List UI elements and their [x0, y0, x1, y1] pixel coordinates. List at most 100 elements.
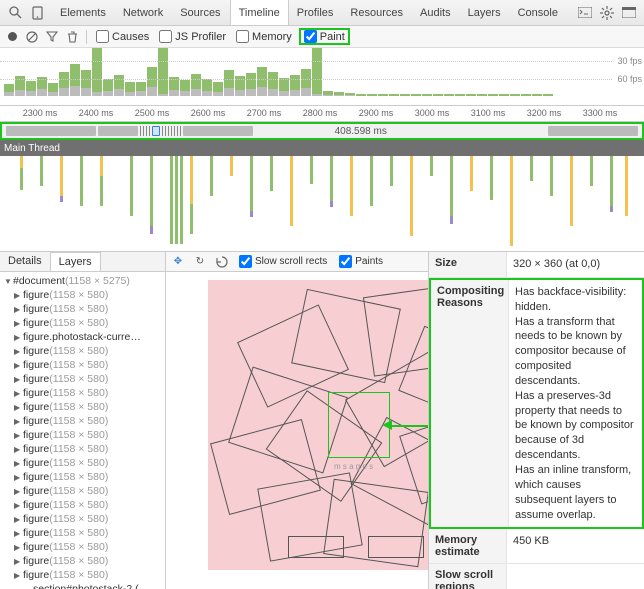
minimap-selection[interactable] [152, 126, 160, 136]
memory-checkbox[interactable]: Memory [233, 30, 295, 43]
overview-bar [191, 74, 201, 96]
minimap-region[interactable] [98, 126, 138, 136]
causes-checkbox[interactable]: Causes [93, 30, 152, 43]
overview-bar [279, 78, 289, 96]
flame-column [150, 156, 153, 234]
layer-rect-selected[interactable] [328, 392, 390, 458]
tree-row[interactable]: ▶ figure (1158 × 580) [0, 288, 165, 302]
flame-column [390, 156, 393, 186]
reset-icon[interactable] [214, 254, 230, 270]
overview-bar [367, 94, 377, 96]
settings-gear-icon[interactable] [598, 4, 616, 22]
flame-column [190, 156, 193, 234]
slow-scroll-checkbox[interactable]: Slow scroll rects [236, 255, 330, 268]
minimap-tick [165, 126, 166, 136]
minimap-region[interactable] [6, 126, 96, 136]
overview-bar [158, 48, 168, 96]
tree-row[interactable]: ▶ figure (1158 × 580) [0, 484, 165, 498]
tab-timeline[interactable]: Timeline [230, 0, 289, 25]
detail-tabs: DetailsLayers [0, 252, 165, 272]
tree-row[interactable]: ▶ figure (1158 × 580) [0, 456, 165, 470]
dock-icon[interactable] [620, 4, 638, 22]
flame-chart[interactable] [0, 156, 644, 252]
minimap-tick [180, 126, 181, 136]
layer-rect[interactable] [288, 536, 344, 558]
pan-icon[interactable]: ✥ [170, 254, 186, 270]
filter-icon[interactable] [44, 29, 60, 45]
info-key: Slow scroll regions [429, 564, 507, 589]
tree-row[interactable]: ▼ #document (1158 × 5275) [0, 274, 165, 288]
tree-row[interactable]: ▶ figure (1158 × 580) [0, 344, 165, 358]
tree-row[interactable]: ▶ figure (1158 × 580) [0, 512, 165, 526]
overview-bar [147, 67, 157, 96]
tab-elements[interactable]: Elements [52, 0, 115, 25]
overview-bar [543, 94, 553, 96]
flame-column [250, 156, 253, 217]
tree-row[interactable]: ▶ figure (1158 × 580) [0, 442, 165, 456]
overview-minimap[interactable]: 408.598 ms [0, 122, 644, 140]
overview-bar [48, 83, 58, 96]
tree-row[interactable]: ▶ figure (1158 × 580) [0, 372, 165, 386]
tree-row[interactable]: ▶ figure (1158 × 580) [0, 386, 165, 400]
tree-row[interactable]: ▶ figure (1158 × 580) [0, 540, 165, 554]
tab-resources[interactable]: Resources [342, 0, 412, 25]
tab-sources[interactable]: Sources [172, 0, 229, 25]
tree-row[interactable]: ▶ figure (1158 × 580) [0, 316, 165, 330]
tree-row[interactable]: ▶ figure (1158 × 580) [0, 568, 165, 582]
separator [86, 30, 87, 44]
tree-row[interactable]: ▶ figure (1158 × 580) [0, 358, 165, 372]
tree-row[interactable]: ▶ figure (1158 × 580) [0, 414, 165, 428]
fps-overview[interactable]: 30 fps 60 fps [0, 48, 644, 106]
info-row-memory: Memory estimate 450 KB [429, 529, 644, 564]
paint-checkbox[interactable]: Paint [299, 28, 350, 45]
detail-tab-layers[interactable]: Layers [51, 252, 101, 271]
console-toggle-icon[interactable] [576, 4, 594, 22]
rotate-icon[interactable]: ↻ [192, 254, 208, 270]
detail-tab-details[interactable]: Details [0, 252, 51, 271]
tree-row[interactable]: section#photostack-2 (… [0, 582, 165, 589]
tree-row[interactable]: ▶ figure (1158 × 580) [0, 428, 165, 442]
tree-row[interactable]: ▶ figure (1158 × 580) [0, 526, 165, 540]
tab-console[interactable]: Console [510, 0, 567, 25]
minimap-region[interactable] [548, 126, 638, 136]
overview-bar [477, 94, 487, 96]
flame-column [550, 156, 553, 196]
search-icon[interactable] [6, 4, 24, 22]
tree-row[interactable]: ▶ figure (1158 × 580) [0, 470, 165, 484]
ruler-tick: 3100 ms [471, 108, 506, 118]
layer-tree[interactable]: ▼ #document (1158 × 5275)▶ figure (1158 … [0, 272, 165, 589]
tree-row[interactable]: ▶ figure (1158 × 580) [0, 400, 165, 414]
info-row-slowscroll: Slow scroll regions [429, 564, 644, 589]
overview-bar [180, 80, 190, 96]
clear-icon[interactable] [24, 29, 40, 45]
record-icon[interactable] [4, 29, 20, 45]
flame-column [180, 156, 183, 244]
device-icon[interactable] [28, 4, 46, 22]
tab-network[interactable]: Network [115, 0, 172, 25]
minimap-region[interactable] [183, 126, 253, 136]
overview-bar [92, 48, 102, 96]
tree-row[interactable]: ▶ figure (1158 × 580) [0, 498, 165, 512]
overview-bar [26, 81, 36, 96]
trash-icon[interactable] [64, 29, 80, 45]
layer-rect[interactable] [368, 536, 424, 558]
layer-canvas[interactable]: m s a g e s [166, 272, 428, 589]
flame-column [170, 156, 173, 244]
tab-audits[interactable]: Audits [412, 0, 460, 25]
overview-bar [444, 94, 454, 96]
jsprofiler-checkbox[interactable]: JS Profiler [156, 30, 229, 43]
paints-label: Paints [355, 256, 383, 267]
ruler-tick: 2300 ms [23, 108, 58, 118]
tree-row[interactable]: ▶ figure (1158 × 580) [0, 302, 165, 316]
overview-bar [268, 72, 278, 96]
paints-checkbox[interactable]: Paints [336, 255, 386, 268]
tree-row[interactable]: ▶ figure.photostack-curre… [0, 330, 165, 344]
tab-layers[interactable]: Layers [460, 0, 510, 25]
ruler-tick: 2400 ms [79, 108, 114, 118]
flame-column [20, 156, 23, 190]
info-key: Size [429, 252, 507, 277]
tree-row[interactable]: ▶ figure (1158 × 580) [0, 554, 165, 568]
jsprofiler-label: JS Profiler [175, 31, 226, 43]
tab-profiles[interactable]: Profiles [289, 0, 343, 25]
minimap-tick [168, 126, 169, 136]
